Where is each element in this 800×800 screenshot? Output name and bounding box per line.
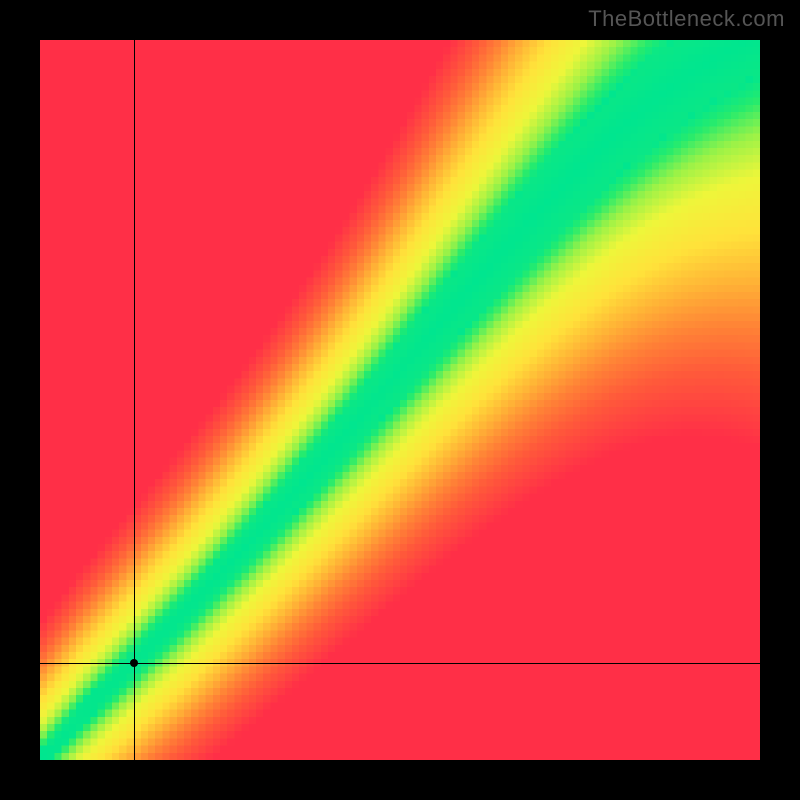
bottleneck-heatmap	[40, 40, 760, 760]
chart-area	[40, 40, 760, 760]
crosshair-vertical	[134, 40, 135, 760]
crosshair-horizontal	[40, 663, 760, 664]
chart-container: TheBottleneck.com	[0, 0, 800, 800]
watermark-label: TheBottleneck.com	[588, 6, 785, 32]
marker-dot	[130, 659, 138, 667]
